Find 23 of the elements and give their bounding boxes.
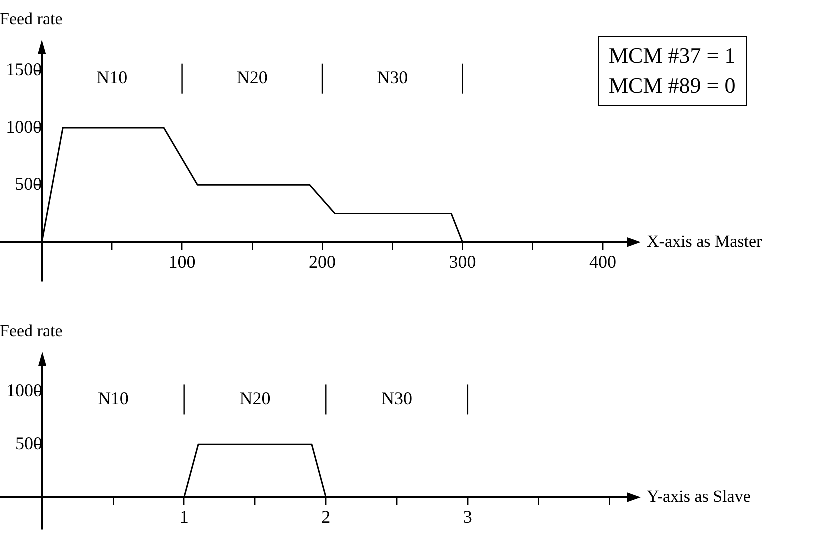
y-tick-label: 500	[15, 174, 42, 194]
annotation: N20	[240, 388, 271, 408]
x-axis-title: X-axis as Master	[647, 232, 763, 251]
x-tick-label: 1	[180, 507, 189, 528]
x-tick-label: 200	[309, 252, 336, 272]
y-tick-label: 1000	[6, 116, 42, 137]
x-tick-label: 300	[449, 252, 476, 272]
y-tick-label: 500	[16, 433, 43, 454]
x-tick-label: 400	[589, 252, 616, 272]
annotation: N30	[377, 68, 408, 88]
y-tick-label: 1500	[6, 60, 42, 80]
y-axis-title: Feed rate	[0, 321, 63, 340]
annotation: N20	[236, 68, 268, 88]
x-tick-label: 3	[463, 507, 472, 528]
y-tick-label: 1000	[6, 380, 43, 400]
y-axis-title: Feed rate	[0, 9, 63, 28]
annotation: N10	[98, 388, 129, 408]
x-tick-label: 2	[322, 507, 331, 528]
x-tick-label: 100	[168, 252, 196, 272]
annotation: N10	[96, 68, 128, 88]
x-axis-title: Y-axis as Slave	[647, 486, 751, 506]
annotation: MCM #37 = 1 MCM #89 = 0	[598, 36, 747, 106]
annotation: N30	[382, 388, 413, 408]
